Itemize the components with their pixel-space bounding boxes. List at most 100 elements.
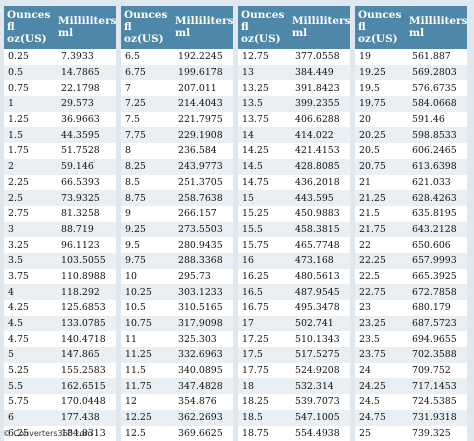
milliliters-cell: 502.741 xyxy=(289,316,350,332)
ounces-header: Ounces fl oz(US) xyxy=(4,6,55,49)
ounces-cell: 14 xyxy=(238,127,289,143)
milliliters-cell: 680.179 xyxy=(406,300,467,316)
ounces-cell: 2 xyxy=(4,159,55,175)
milliliters-cell: 110.8988 xyxy=(55,269,116,285)
ounces-cell: 7.75 xyxy=(121,127,172,143)
milliliters-cell: 177.438 xyxy=(55,410,116,426)
milliliters-cell: 73.9325 xyxy=(55,190,116,206)
milliliters-cell: 280.9435 xyxy=(172,237,233,253)
milliliters-cell: 495.3478 xyxy=(289,300,350,316)
milliliters-cell: 81.3258 xyxy=(55,206,116,222)
milliliters-cell: 702.3588 xyxy=(406,347,467,363)
ounces-cell: 7.25 xyxy=(121,96,172,112)
milliliters-cell: 44.3595 xyxy=(55,127,116,143)
milliliters-cell: 266.157 xyxy=(172,206,233,222)
milliliters-cell: 473.168 xyxy=(289,253,350,269)
milliliters-cell: 88.719 xyxy=(55,222,116,238)
milliliters-cell: 96.1123 xyxy=(55,237,116,253)
ounces-cell: 3.5 xyxy=(4,253,55,269)
ounces-cell: 21.25 xyxy=(355,190,406,206)
ounces-cell: 10.25 xyxy=(121,284,172,300)
milliliters-cell: 347.4828 xyxy=(172,378,233,394)
header-row: Ounces fl oz(US)Milliliters ml xyxy=(4,6,116,49)
milliliters-cell: 7.3933 xyxy=(55,49,116,65)
milliliters-cell: 162.6515 xyxy=(55,378,116,394)
ounces-cell: 5 xyxy=(4,347,55,363)
ounces-cell: 19.75 xyxy=(355,96,406,112)
milliliters-cell: 303.1233 xyxy=(172,284,233,300)
ounces-cell: 8.5 xyxy=(121,175,172,191)
milliliters-cell: 36.9663 xyxy=(55,112,116,128)
milliliters-cell: 672.7858 xyxy=(406,284,467,300)
milliliters-cell: 391.8423 xyxy=(289,80,350,96)
milliliters-header: Milliliters ml xyxy=(289,6,350,49)
milliliters-cell: 14.7865 xyxy=(55,65,116,81)
ounces-cell: 16 xyxy=(238,253,289,269)
milliliters-cell: 214.4043 xyxy=(172,96,233,112)
milliliters-cell: 273.5503 xyxy=(172,222,233,238)
ounces-cell: 12.75 xyxy=(238,49,289,65)
ounces-cell: 5.5 xyxy=(4,378,55,394)
ounces-cell: 13 xyxy=(238,65,289,81)
ounces-cell: 9.5 xyxy=(121,237,172,253)
milliliters-cell: 524.9208 xyxy=(289,363,350,379)
ounces-cell: 22.5 xyxy=(355,269,406,285)
milliliters-cell: 295.73 xyxy=(172,269,233,285)
milliliters-cell: 354.876 xyxy=(172,394,233,410)
ounces-cell: 17.75 xyxy=(238,363,289,379)
ounces-cell: 23.25 xyxy=(355,316,406,332)
milliliters-cell: 147.865 xyxy=(55,347,116,363)
milliliters-cell: 621.033 xyxy=(406,175,467,191)
ounces-cell: 10.5 xyxy=(121,300,172,316)
ounces-cell: 22.75 xyxy=(355,284,406,300)
milliliters-cell: 428.8085 xyxy=(289,159,350,175)
milliliters-header: Milliliters ml xyxy=(55,6,116,49)
ounces-cell: 14.25 xyxy=(238,143,289,159)
milliliters-cell: 487.9545 xyxy=(289,284,350,300)
ounces-cell: 4.75 xyxy=(4,331,55,347)
ounces-cell: 5.25 xyxy=(4,363,55,379)
milliliters-cell: 517.5275 xyxy=(289,347,350,363)
milliliters-cell: 665.3925 xyxy=(406,269,467,285)
ounces-cell: 11.25 xyxy=(121,347,172,363)
